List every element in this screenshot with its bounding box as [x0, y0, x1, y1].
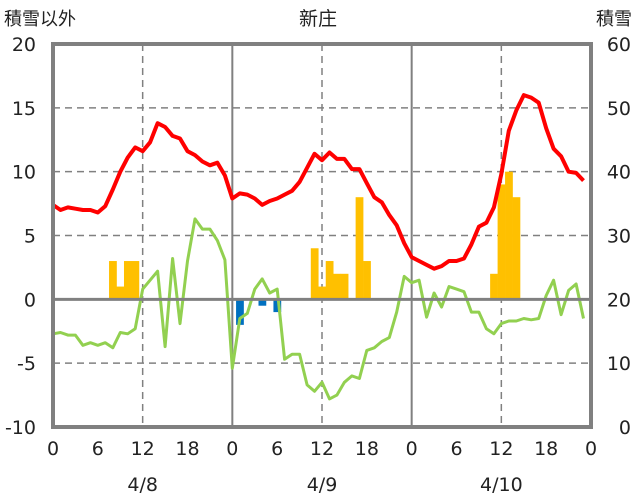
y-tick-right: 20 — [607, 289, 631, 311]
date-label: 4/8 — [127, 474, 158, 496]
x-tick: 0 — [226, 438, 238, 460]
red-series-line — [51, 93, 585, 271]
orange-bar — [325, 261, 334, 300]
orange-bar — [340, 273, 349, 300]
y-tick-left: 15 — [12, 98, 36, 120]
x-tick: 12 — [489, 438, 513, 460]
left-axis-label: 積雪以外 — [4, 9, 76, 30]
y-tick-left: 5 — [24, 226, 36, 248]
x-tick: 18 — [355, 438, 379, 460]
x-tick: 0 — [406, 438, 418, 460]
y-tick-left: 10 — [12, 162, 36, 184]
orange-bar — [123, 261, 132, 300]
y-tick-left: -10 — [5, 417, 36, 439]
y-tick-left: -5 — [17, 353, 36, 375]
x-tick: 0 — [47, 438, 59, 460]
y-tick-right: 60 — [607, 34, 631, 56]
orange-bar — [505, 171, 513, 300]
x-tick: 6 — [271, 438, 283, 460]
x-tick: 18 — [534, 438, 558, 460]
chart-title: 新庄 — [299, 8, 337, 30]
orange-bar — [490, 273, 498, 300]
date-label: 4/9 — [307, 474, 338, 496]
y-tick-right: 0 — [619, 417, 631, 439]
green-series-line — [52, 217, 585, 401]
orange-bar — [512, 197, 521, 300]
y-tick-right: 30 — [607, 226, 631, 248]
orange-bar — [109, 261, 117, 300]
right-axis-label: 積雪 — [596, 9, 632, 30]
orange-bar — [355, 197, 364, 300]
plot-border — [51, 42, 593, 429]
orange-bar — [318, 286, 327, 300]
y-tick-right: 40 — [607, 162, 631, 184]
x-tick: 0 — [585, 438, 597, 460]
orange-bar — [131, 261, 140, 300]
y-tick-right: 10 — [607, 353, 631, 375]
x-tick: 18 — [175, 438, 199, 460]
x-tick: 12 — [131, 438, 155, 460]
date-label: 4/10 — [480, 474, 523, 496]
orange-bar — [497, 184, 506, 300]
blue-bar — [258, 299, 267, 306]
orange-bar — [116, 286, 125, 300]
y-tick-left: 0 — [24, 289, 36, 311]
y-tick-left: 20 — [12, 34, 36, 56]
blue-bar — [236, 299, 244, 325]
blue-bar — [273, 299, 282, 313]
x-tick: 6 — [450, 438, 462, 460]
x-tick: 6 — [92, 438, 104, 460]
orange-bar — [363, 261, 371, 300]
y-tick-right: 50 — [607, 98, 631, 120]
orange-bar — [333, 273, 341, 300]
orange-bar — [310, 248, 319, 300]
x-tick: 12 — [310, 438, 334, 460]
